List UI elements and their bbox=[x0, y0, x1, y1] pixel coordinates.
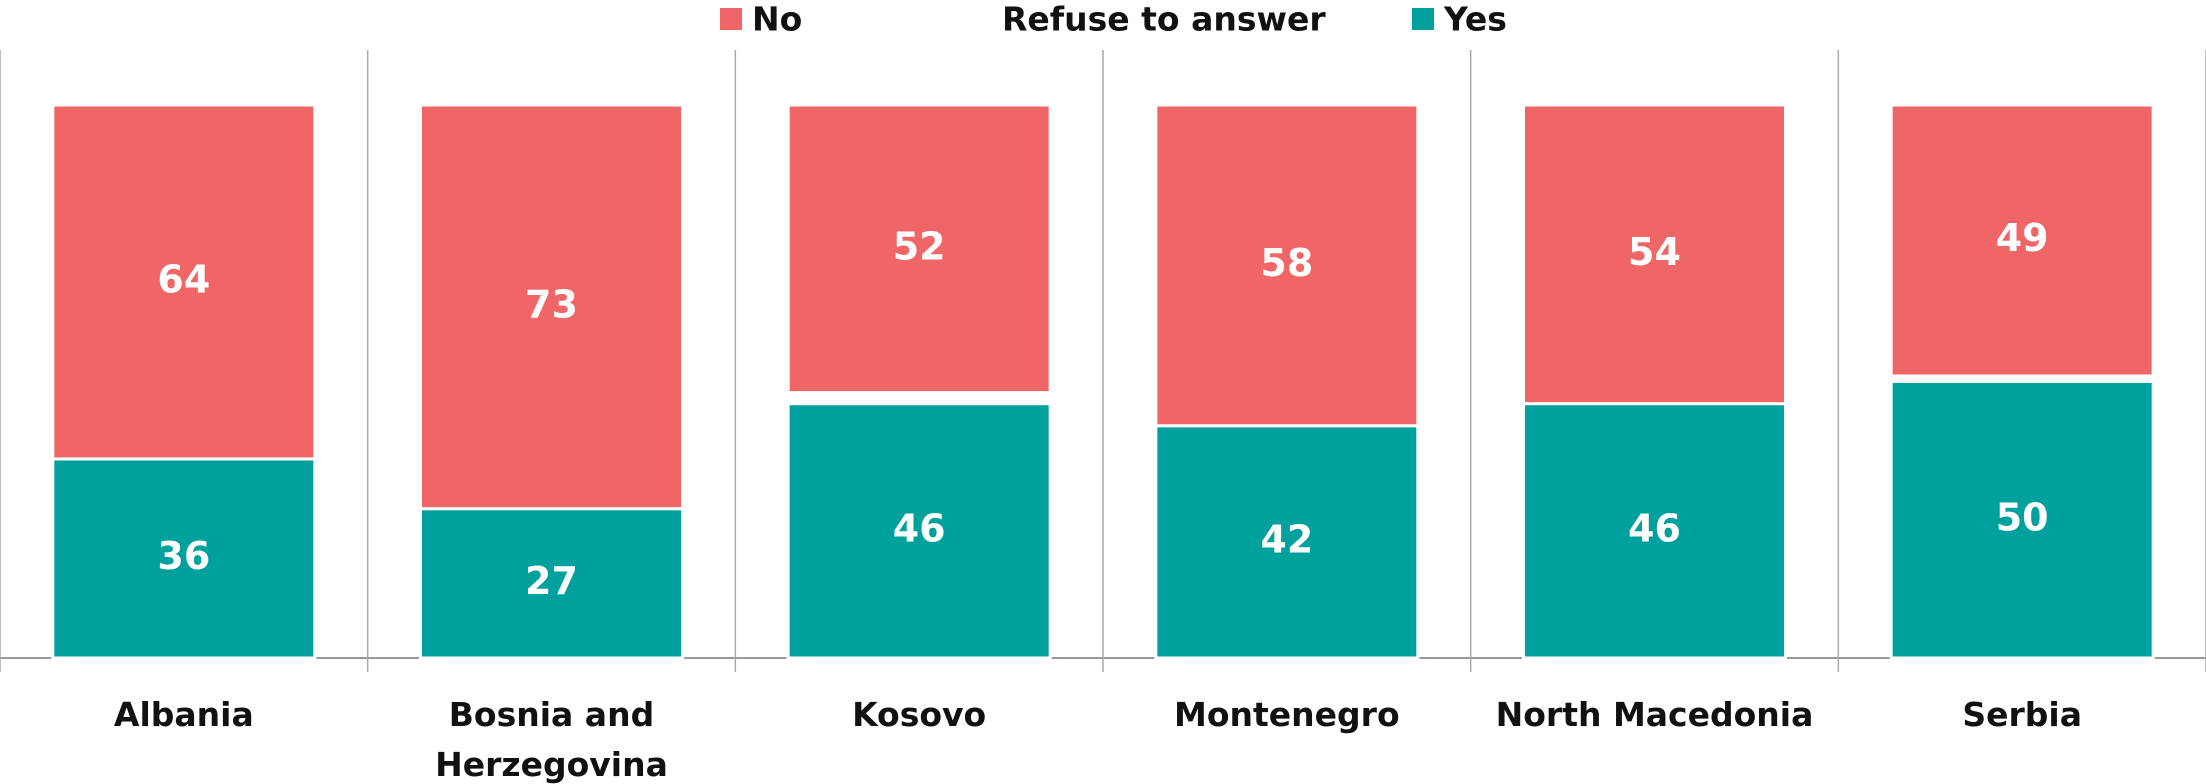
bar-segment bbox=[419, 507, 684, 660]
data-label: 73 bbox=[525, 282, 578, 326]
x-tick-label: Bosnia and Herzegovina bbox=[435, 695, 668, 784]
legend-label: No bbox=[752, 0, 802, 39]
legend-label: Refuse to answer bbox=[1002, 0, 1326, 39]
bar-segment bbox=[1522, 103, 1787, 406]
data-label: 52 bbox=[893, 224, 946, 268]
x-tick-label: Albania bbox=[113, 695, 254, 734]
bar-segment bbox=[1889, 380, 2155, 660]
bar-segment bbox=[419, 103, 684, 511]
bar-segment bbox=[1154, 103, 1420, 428]
x-tick-label: Serbia bbox=[1962, 695, 2082, 734]
x-tick-label: North Macedonia bbox=[1495, 695, 1814, 734]
bar-segment bbox=[51, 103, 317, 461]
data-label: 36 bbox=[157, 534, 210, 578]
data-label: 54 bbox=[1628, 230, 1681, 274]
data-label: 58 bbox=[1260, 241, 1313, 285]
legend-marker bbox=[970, 8, 992, 30]
data-label: 50 bbox=[1996, 495, 2049, 539]
bar-segment bbox=[1522, 402, 1787, 660]
data-label: 64 bbox=[157, 257, 210, 301]
data-label: 49 bbox=[1996, 216, 2049, 260]
bar-segment bbox=[1154, 424, 1420, 660]
legend-marker bbox=[1412, 8, 1434, 30]
bar-segment bbox=[786, 103, 1052, 395]
legend-label: Yes bbox=[1443, 0, 1507, 39]
bar-segment bbox=[786, 402, 1052, 660]
bar-segment bbox=[1889, 103, 2155, 378]
data-label: 46 bbox=[893, 506, 946, 550]
bar-segment bbox=[786, 391, 1052, 406]
data-label: 42 bbox=[1260, 517, 1313, 561]
x-tick-label: Montenegro bbox=[1174, 695, 1400, 734]
legend-marker bbox=[720, 8, 742, 30]
x-tick-label: Kosovo bbox=[852, 695, 987, 734]
data-label: 46 bbox=[1628, 506, 1681, 550]
data-label: 27 bbox=[525, 559, 578, 603]
bar-segment bbox=[51, 457, 317, 660]
